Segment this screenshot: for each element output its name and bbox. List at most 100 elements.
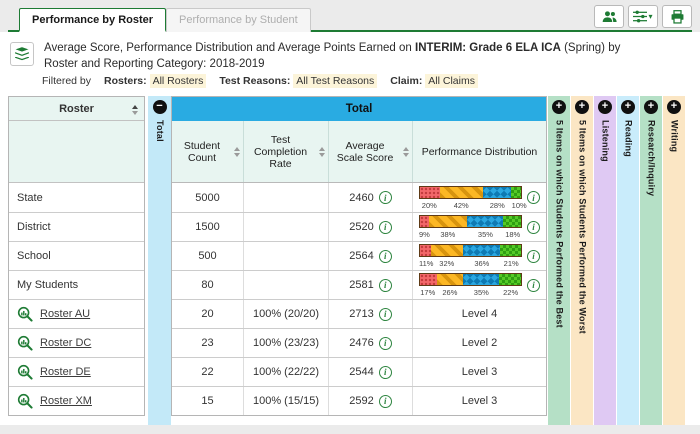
info-icon[interactable]: i: [378, 220, 392, 234]
performance-distribution-bar: 9% 38% 35% 18%: [419, 215, 522, 239]
info-icon[interactable]: i: [378, 365, 392, 379]
student-count-cell: 80: [201, 279, 214, 292]
collapse-minus-icon[interactable]: −: [152, 100, 167, 115]
level-2-segment: [431, 245, 464, 257]
expand-plus-icon[interactable]: +: [598, 100, 612, 115]
expand-column-research-inquiry[interactable]: + Research/Inquiry: [639, 96, 662, 426]
distribution-cell: 17% 26% 35% 22% i: [412, 271, 546, 300]
group-icon: [602, 11, 617, 22]
performance-level-label: Level 4: [461, 308, 498, 321]
table-row: 23 100% (23/23) 2476 i Level 2: [172, 328, 546, 358]
scale-score-cell: 2460 i: [328, 183, 412, 213]
roster-label: State: [17, 191, 43, 204]
total-group: Total Student Count Test Completion Rate…: [171, 96, 547, 417]
expand-column-listening[interactable]: + Listening: [593, 96, 616, 426]
tab-label: Performance by Student: [179, 14, 298, 26]
info-icon[interactable]: i: [527, 191, 540, 205]
student-count-cell: 15: [201, 395, 214, 408]
column-headers: Student Count Test Completion Rate Avera…: [172, 121, 546, 184]
info-icon[interactable]: i: [378, 249, 392, 263]
level-4-segment: [502, 216, 521, 228]
column-settings-button[interactable]: ▾: [628, 5, 658, 28]
stack-icon: [14, 46, 30, 61]
info-icon[interactable]: i: [378, 278, 392, 292]
completion-rate-cell: [243, 271, 328, 300]
scale-score-cell: 2713 i: [328, 300, 412, 329]
performance-distribution-bar: 20% 42% 28% 10%: [419, 185, 527, 210]
header-student-count[interactable]: Student Count: [172, 121, 243, 182]
header-completion-rate[interactable]: Test Completion Rate: [243, 121, 328, 183]
magnifier-chart-icon[interactable]: [17, 335, 33, 351]
performance-distribution-bar: 11% 32% 36% 21%: [419, 244, 522, 268]
roster-link[interactable]: Roster XM: [40, 395, 92, 408]
info-icon[interactable]: i: [378, 191, 392, 205]
scale-score-value: 2520: [349, 221, 374, 234]
roster-row[interactable]: Roster AU: [9, 299, 144, 329]
scale-score-value: 2460: [349, 191, 374, 204]
info-icon[interactable]: i: [527, 249, 540, 263]
magnifier-chart-icon[interactable]: [17, 306, 33, 322]
scale-score-cell: 2520 i: [328, 213, 412, 242]
roster-row[interactable]: Roster DE: [9, 357, 144, 387]
expand-column-label: Reading: [623, 120, 634, 158]
scale-score-value: 2713: [349, 308, 374, 321]
info-icon[interactable]: i: [527, 220, 540, 234]
print-button[interactable]: [662, 5, 692, 28]
scale-score-value: 2564: [349, 250, 374, 263]
distribution-cell: Level 3: [412, 358, 546, 387]
level-3-segment: [463, 274, 499, 286]
tab-performance-by-student[interactable]: Performance by Student: [166, 8, 311, 32]
segment-percent-label: 21%: [503, 259, 519, 269]
filter-value: All Test Reasons: [293, 74, 378, 89]
roster-column: Roster State District School My Students Ro…: [8, 96, 145, 417]
level-1-segment: [420, 216, 430, 228]
expand-column-label: Listening: [600, 120, 611, 162]
roster-link[interactable]: Roster DE: [40, 366, 91, 379]
student-count-cell: 5000: [195, 191, 220, 204]
magnifier-chart-icon[interactable]: [17, 393, 33, 409]
scale-score-cell: 2476 i: [328, 329, 412, 358]
segment-percent-label: 10%: [511, 200, 527, 210]
performance-level-label: Level 3: [461, 395, 498, 408]
info-icon[interactable]: i: [378, 394, 392, 408]
toolbar: ▾: [594, 5, 692, 28]
magnifier-chart-icon[interactable]: [17, 364, 33, 380]
tab-performance-by-roster[interactable]: Performance by Roster: [19, 8, 167, 32]
segment-percent-label: 32%: [439, 259, 455, 269]
expand-plus-icon[interactable]: +: [667, 100, 681, 115]
distribution-cell: 20% 42% 28% 10% i: [412, 183, 546, 213]
header-average-scale-score[interactable]: Average Scale Score: [328, 121, 412, 183]
info-icon[interactable]: i: [527, 278, 540, 292]
completion-rate-cell: 100% (20/20): [243, 300, 328, 329]
roster-link[interactable]: Roster DC: [40, 337, 92, 350]
expand-column-5-items-on-which-students-performed-the-worst[interactable]: +5 Items on which Students Performed the…: [570, 96, 593, 426]
expand-plus-icon[interactable]: +: [575, 100, 589, 115]
expand-column-reading[interactable]: + Reading: [616, 96, 639, 426]
roster-header-spacer: [9, 121, 144, 184]
table-row: 22 100% (22/22) 2544 i Level 3: [172, 357, 546, 387]
roster-label: My Students: [17, 279, 79, 292]
roster-row[interactable]: Roster XM: [9, 386, 144, 416]
sort-icon[interactable]: [234, 146, 240, 157]
expand-plus-icon[interactable]: +: [552, 100, 566, 115]
roster-row: My Students: [9, 270, 144, 300]
segment-percent-label: 28%: [489, 200, 505, 210]
sort-icon[interactable]: [319, 146, 325, 157]
expand-column-5-items-on-which-students-performed-the-best[interactable]: +5 Items on which Students Performed the…: [547, 96, 570, 426]
expand-plus-icon[interactable]: +: [621, 100, 635, 115]
subject-button[interactable]: [10, 42, 34, 66]
expand-strips: +5 Items on which Students Performed the…: [547, 96, 685, 426]
rosters-button[interactable]: [594, 5, 624, 28]
info-icon[interactable]: i: [378, 336, 392, 350]
scale-score-cell: 2564 i: [328, 242, 412, 271]
filter-label: Test Reasons:: [219, 75, 291, 88]
roster-column-header[interactable]: Roster: [9, 97, 144, 122]
info-icon[interactable]: i: [378, 307, 392, 321]
roster-link[interactable]: Roster AU: [40, 308, 91, 321]
sort-icon[interactable]: [403, 146, 409, 157]
roster-row[interactable]: Roster DC: [9, 328, 144, 358]
expand-column-writing[interactable]: + Writing: [662, 96, 685, 426]
collapse-column-total[interactable]: − Total: [148, 96, 171, 426]
sort-icon[interactable]: [132, 105, 138, 116]
expand-plus-icon[interactable]: +: [644, 100, 658, 115]
